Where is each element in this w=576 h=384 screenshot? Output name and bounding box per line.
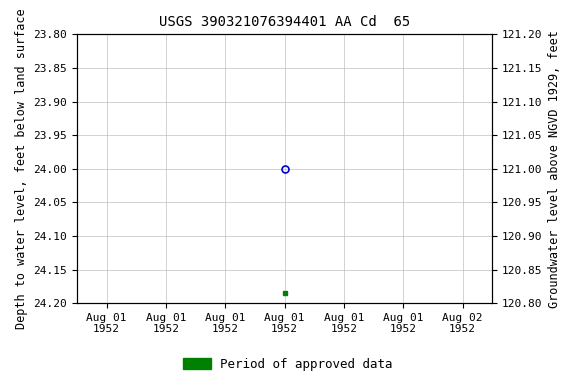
Y-axis label: Groundwater level above NGVD 1929, feet: Groundwater level above NGVD 1929, feet <box>548 30 561 308</box>
Y-axis label: Depth to water level, feet below land surface: Depth to water level, feet below land su… <box>15 8 28 329</box>
Title: USGS 390321076394401 AA Cd  65: USGS 390321076394401 AA Cd 65 <box>159 15 410 29</box>
Legend: Period of approved data: Period of approved data <box>178 353 398 376</box>
